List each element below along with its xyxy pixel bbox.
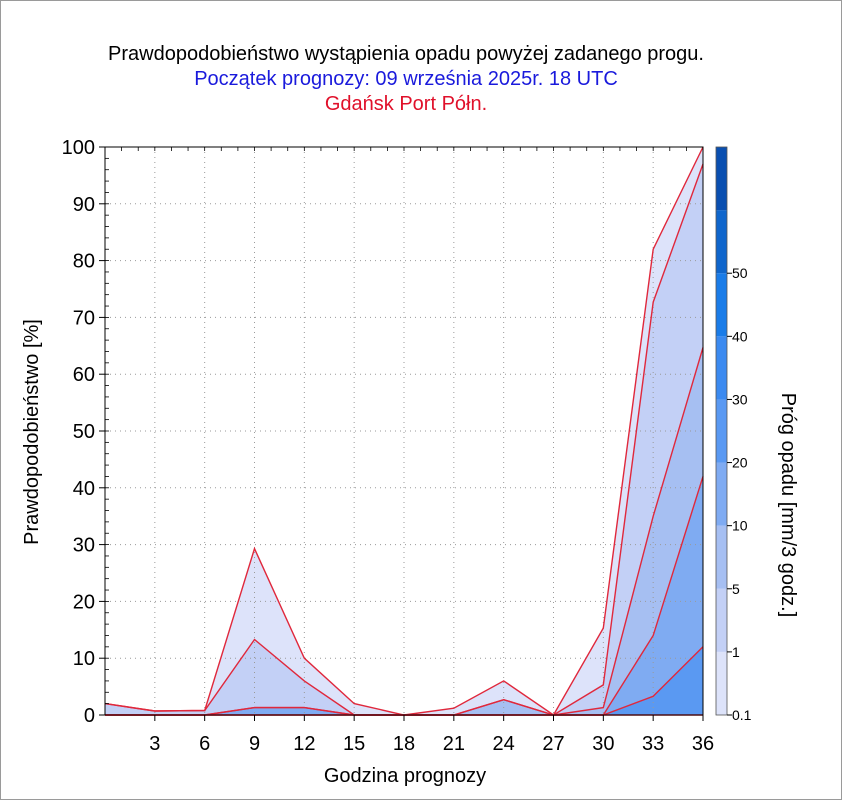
x-tick-label: 18 (393, 733, 415, 755)
colorbar-segment (716, 651, 727, 715)
colorbar-segment (716, 525, 727, 589)
colorbar-segment (716, 210, 727, 274)
y-tick-label: 100 (62, 137, 95, 159)
x-axis-ticks: 3 6 9 12 15 18 21 24 27 30 33 36 (121, 147, 714, 755)
y-axis-ticks: 0 10 20 30 40 50 60 70 80 90 100 (62, 137, 109, 727)
x-tick-label: 3 (149, 733, 160, 755)
colorbar-tick-label: 10 (732, 518, 748, 534)
chart-title: Prawdopodobieństwo wystąpienia opadu pow… (108, 43, 704, 65)
x-tick-label: 9 (249, 733, 260, 755)
band-20 (105, 646, 703, 715)
y-tick-label: 20 (73, 591, 95, 613)
colorbar-segment (716, 462, 727, 526)
y-tick-label: 80 (73, 251, 95, 273)
band-10 (105, 476, 703, 715)
colorbar-border (715, 146, 728, 716)
y-tick-label: 30 (73, 535, 95, 557)
colorbar-segment (716, 399, 727, 463)
y-axis-label: Prawdopodobieństwo [%] (21, 319, 43, 545)
y-tick-label: 40 (73, 478, 95, 500)
colorbar-label: Próg opadu [mm/3 godz.] (777, 393, 799, 618)
colorbar-tick-label: 20 (732, 455, 748, 471)
colorbar-segment (716, 273, 727, 337)
y-tick-label: 90 (73, 194, 95, 216)
location-name: Gdańsk Port Półn. (324, 93, 488, 115)
colorbar-segment (716, 147, 727, 211)
colorbar-tick-label: 0.1 (732, 707, 752, 723)
y-tick-label: 60 (73, 364, 95, 386)
x-tick-label: 27 (542, 733, 564, 755)
x-tick-label: 21 (443, 733, 465, 755)
colorbar-tick-label: 5 (732, 581, 740, 597)
y-tick-label: 50 (73, 421, 95, 443)
colorbar-tick-label: 50 (732, 265, 748, 281)
y-tick-label: 70 (73, 307, 95, 329)
x-tick-label: 36 (692, 733, 714, 755)
colorbar-segment (716, 336, 727, 400)
x-axis-label: Godzina prognozy (324, 765, 486, 787)
x-tick-label: 12 (293, 733, 315, 755)
x-tick-label: 33 (642, 733, 664, 755)
y-tick-label: 10 (73, 648, 95, 670)
colorbar: 0.1 1 5 10 20 30 40 50 (715, 146, 752, 723)
x-tick-label: 15 (343, 733, 365, 755)
x-tick-label: 6 (199, 733, 210, 755)
colorbar-tick-label: 40 (732, 328, 748, 344)
x-tick-label: 30 (592, 733, 614, 755)
plot-area (105, 147, 703, 715)
colorbar-segment (716, 588, 727, 652)
colorbar-tick-label: 30 (732, 391, 748, 407)
forecast-start: Początek prognozy: 09 września 2025r. 18… (194, 68, 618, 90)
x-tick-label: 24 (493, 733, 515, 755)
y-tick-label: 0 (84, 705, 95, 727)
colorbar-tick-label: 1 (732, 644, 740, 660)
